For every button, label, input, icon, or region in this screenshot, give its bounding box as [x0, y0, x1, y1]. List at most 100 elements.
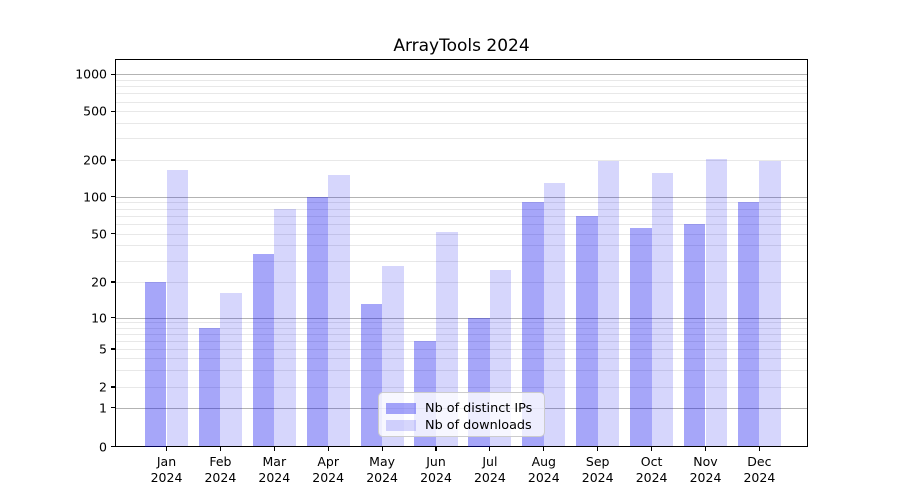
gridline-minor — [116, 79, 807, 81]
chart-title: ArrayTools 2024 — [393, 36, 530, 56]
bar-distinct-ips-may — [360, 304, 383, 447]
gridline-minor — [116, 223, 807, 225]
gridline-minor — [116, 340, 807, 342]
x-tick-label-jun: Jun 2024 — [406, 454, 466, 487]
y-tick-label: 10 — [91, 310, 107, 325]
bar-downloads-jan — [166, 170, 189, 447]
gridline-minor — [116, 93, 807, 95]
y-tick-label: 50 — [91, 226, 107, 241]
gridline-minor — [116, 123, 807, 125]
bar-downloads-dec — [759, 161, 781, 447]
x-tick-month: Jan — [156, 453, 177, 469]
x-tick-mark — [165, 446, 168, 451]
x-tick-month: May — [369, 453, 396, 469]
bar-downloads-apr — [328, 175, 350, 447]
bar-downloads-nov — [705, 158, 728, 447]
y-tick-mark — [110, 281, 115, 283]
bar-downloads-mar — [274, 208, 296, 447]
x-tick-month: Nov — [693, 453, 718, 469]
y-tick-mark — [110, 196, 115, 198]
bar-distinct-ips-aug — [522, 202, 544, 447]
x-tick-month: Mar — [262, 453, 287, 469]
legend: Nb of distinct IPs Nb of downloads — [378, 392, 545, 437]
y-tick-label: 1000 — [75, 66, 107, 82]
bar-distinct-ips-feb — [198, 327, 221, 447]
x-tick-year: 2024 — [635, 470, 668, 485]
bar-distinct-ips-apr — [306, 196, 329, 447]
y-tick-label: 0 — [99, 439, 107, 454]
gridline-minor — [116, 387, 807, 388]
x-tick-year: 2024 — [150, 470, 183, 485]
x-tick-mark — [219, 446, 221, 451]
x-tick-mark — [597, 446, 599, 451]
y-tick-label: 2 — [99, 379, 107, 395]
y-tick-label: 5 — [99, 341, 107, 357]
bar-downloads-oct — [651, 173, 674, 447]
y-tick-label: 100 — [83, 189, 107, 205]
x-tick-label-apr: Apr 2024 — [298, 454, 358, 487]
x-tick-month: Apr — [317, 453, 339, 469]
y-tick-mark — [110, 406, 115, 409]
y-tick-mark — [110, 232, 115, 235]
y-tick-mark — [110, 348, 115, 350]
x-tick-month: Oct — [640, 453, 663, 469]
legend-item-distinct-ips: Nb of distinct IPs — [386, 400, 536, 416]
x-tick-month: Dec — [747, 453, 772, 469]
x-tick-label-dec: Dec 2024 — [729, 454, 789, 487]
x-tick-mark — [273, 446, 275, 451]
x-tick-year: 2024 — [473, 470, 506, 485]
x-tick-year: 2024 — [420, 470, 452, 485]
x-tick-mark — [543, 446, 545, 451]
y-tick-mark — [110, 386, 115, 388]
x-tick-label-nov: Nov 2024 — [676, 454, 736, 487]
bar-distinct-ips-mar — [252, 253, 275, 447]
x-tick-label-may: May 2024 — [352, 454, 412, 487]
x-tick-label-feb: Feb 2024 — [190, 454, 250, 487]
bar-distinct-ips-dec — [737, 202, 760, 447]
x-tick-mark — [758, 446, 760, 451]
x-tick-month: Sep — [585, 453, 610, 469]
x-tick-label-jul: Jul 2024 — [460, 454, 520, 487]
x-tick-month: Feb — [209, 453, 232, 469]
bar-distinct-ips-oct — [630, 228, 652, 447]
legend-item-downloads: Nb of downloads — [386, 418, 536, 434]
x-tick-label-sep: Sep 2024 — [568, 454, 628, 487]
x-tick-label-jan: Jan 2024 — [137, 454, 197, 487]
bar-downloads-feb — [220, 293, 242, 447]
x-tick-year: 2024 — [527, 470, 560, 485]
legend-label-distinct-ips: Nb of distinct IPs — [425, 400, 533, 416]
y-tick-mark — [110, 159, 115, 161]
y-tick-mark — [110, 316, 115, 319]
y-tick-mark — [110, 73, 115, 75]
x-tick-mark — [327, 446, 329, 451]
bar-distinct-ips-nov — [683, 223, 706, 447]
y-tick-label: 200 — [83, 152, 107, 168]
gridline-major — [116, 317, 807, 319]
gridline-minor — [116, 86, 807, 88]
gridline-minor — [116, 160, 807, 161]
gridline-minor — [116, 215, 807, 217]
gridline-minor — [116, 327, 807, 329]
x-tick-year: 2024 — [743, 470, 776, 485]
gridline-minor — [116, 349, 807, 350]
gridline-minor — [116, 333, 807, 335]
gridline-minor — [116, 245, 807, 247]
gridline-minor — [116, 358, 807, 360]
gridline-minor — [116, 101, 807, 103]
gridline-minor — [116, 233, 807, 235]
bar-distinct-ips-jan — [144, 282, 167, 447]
x-tick-year: 2024 — [312, 470, 345, 485]
x-tick-year: 2024 — [689, 470, 722, 485]
x-tick-label-oct: Oct 2024 — [622, 454, 682, 487]
x-tick-label-mar: Mar 2024 — [244, 454, 304, 487]
gridline-minor — [116, 322, 807, 324]
x-tick-year: 2024 — [366, 470, 398, 485]
gridline-major — [116, 74, 807, 76]
gridline-minor — [116, 370, 807, 372]
y-tick-mark — [110, 445, 115, 448]
gridline-minor — [116, 282, 807, 283]
x-tick-label-aug: Aug 2024 — [514, 454, 574, 487]
x-tick-mark — [489, 446, 491, 451]
y-tick-mark — [110, 110, 115, 112]
